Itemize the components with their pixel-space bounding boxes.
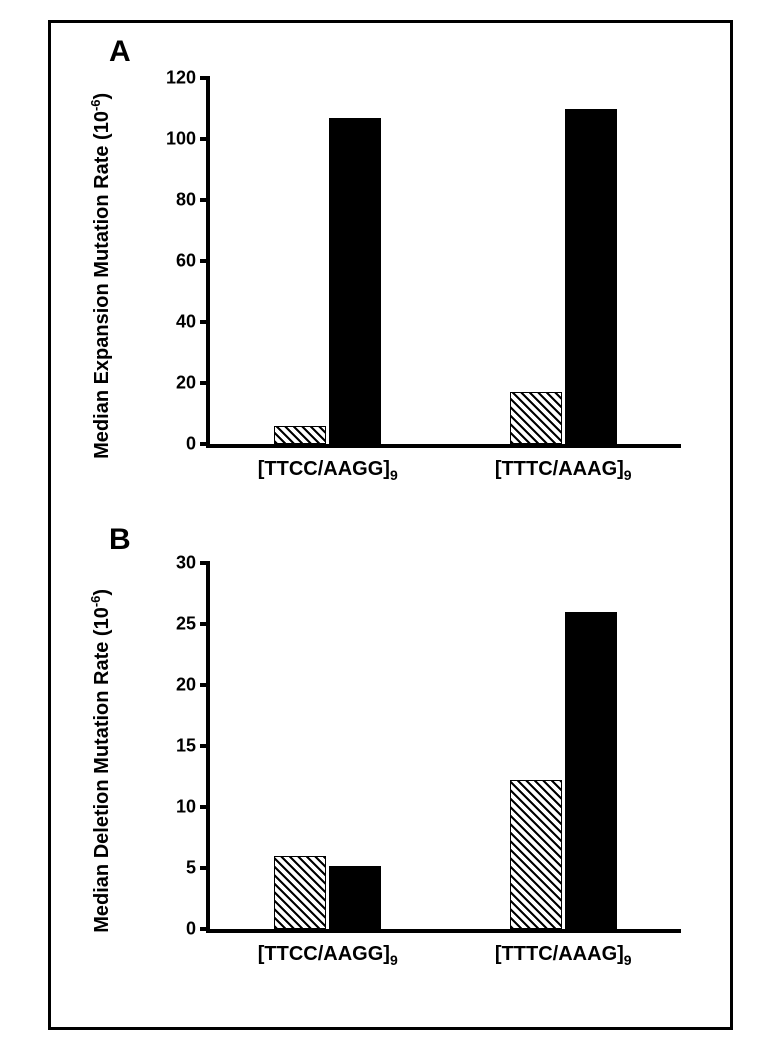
y-tick-mark <box>200 137 210 141</box>
bar-hatched <box>510 392 562 444</box>
y-tick-mark <box>200 198 210 202</box>
y-tick-label: 10 <box>176 797 196 818</box>
category-label: [TTTC/AAAG]9 <box>473 458 653 483</box>
y-tick-mark <box>200 866 210 870</box>
category-label: [TTCC/AAGG]9 <box>238 943 418 968</box>
y-tick-label: 0 <box>186 434 196 455</box>
y-tick-label: 20 <box>176 373 196 394</box>
panel-a-letter: A <box>109 35 131 69</box>
panel-b-ylabel-close: ) <box>91 589 113 596</box>
bar-solid <box>565 109 617 445</box>
category-label: [TTCC/AAGG]9 <box>238 458 418 483</box>
bar-solid <box>329 866 381 929</box>
panel-a-ylabel-close: ) <box>91 93 113 100</box>
figure-frame: A Median Expansion Mutation Rate (10-6) … <box>48 20 733 1030</box>
y-tick-label: 60 <box>176 251 196 272</box>
y-tick-mark <box>200 442 210 446</box>
y-tick-label: 25 <box>176 614 196 635</box>
y-tick-mark <box>200 683 210 687</box>
panel-a-ylabel-sup: -6 <box>88 99 103 111</box>
y-tick-label: 20 <box>176 675 196 696</box>
bar-solid <box>565 612 617 929</box>
panel-b-ylabel: Median Deletion Mutation Rate (10-6) <box>88 556 114 966</box>
y-tick-mark <box>200 381 210 385</box>
bar-hatched <box>274 426 326 444</box>
y-tick-label: 80 <box>176 190 196 211</box>
y-tick-mark <box>200 259 210 263</box>
bar-solid <box>329 118 381 444</box>
panel-b-ylabel-sup: -6 <box>88 596 103 608</box>
figure-container: A Median Expansion Mutation Rate (10-6) … <box>0 0 781 1050</box>
panel-b-ylabel-text: Median Deletion Mutation Rate (10 <box>91 607 113 933</box>
panel-b-axes: 051015202530[TTCC/AAGG]9[TTTC/AAAG]9 <box>206 563 681 933</box>
y-tick-mark <box>200 622 210 626</box>
y-tick-label: 5 <box>186 858 196 879</box>
y-tick-label: 15 <box>176 736 196 757</box>
panel-a-ylabel-text: Median Expansion Mutation Rate (10 <box>91 111 113 459</box>
y-tick-mark <box>200 927 210 931</box>
y-tick-label: 30 <box>176 553 196 574</box>
y-tick-mark <box>200 805 210 809</box>
y-tick-mark <box>200 744 210 748</box>
y-tick-label: 120 <box>166 68 196 89</box>
y-tick-mark <box>200 320 210 324</box>
y-tick-label: 0 <box>186 919 196 940</box>
bar-hatched <box>274 856 326 929</box>
y-tick-mark <box>200 76 210 80</box>
y-tick-label: 40 <box>176 312 196 333</box>
panel-a-axes: 020406080100120[TTCC/AAGG]9[TTTC/AAAG]9 <box>206 78 681 448</box>
y-tick-label: 100 <box>166 129 196 150</box>
y-tick-mark <box>200 561 210 565</box>
bar-hatched <box>510 780 562 929</box>
panel-b-letter: B <box>109 523 131 557</box>
panel-a-ylabel: Median Expansion Mutation Rate (10-6) <box>88 66 114 486</box>
category-label: [TTTC/AAAG]9 <box>473 943 653 968</box>
